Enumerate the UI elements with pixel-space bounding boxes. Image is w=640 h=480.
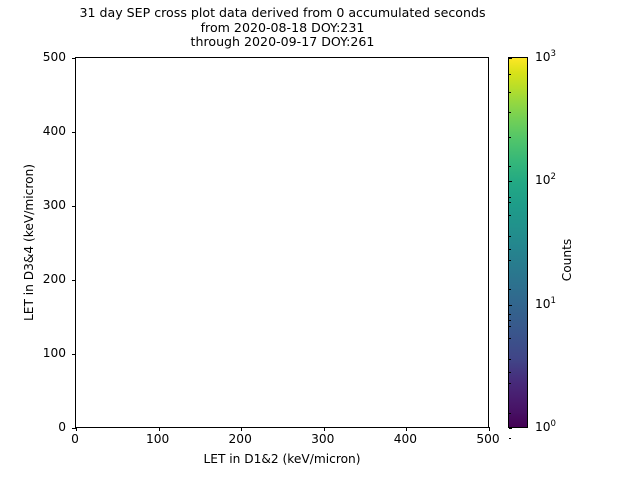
- y-tick-500: [72, 58, 76, 60]
- y-tick-300: [72, 206, 76, 208]
- colorbar-minortick-7: [508, 358, 511, 360]
- x-tick-0: [76, 427, 78, 431]
- y-ticklabel-300-text: 300: [42, 198, 66, 212]
- plot-title: 31 day SEP cross plot data derived from …: [75, 5, 490, 50]
- plot-title-line-1: 31 day SEP cross plot data derived from …: [79, 5, 486, 20]
- colorbar-ticklabel-1000-mantissa: 10: [535, 50, 551, 64]
- colorbar-ticklabel-100-exponent: 2: [550, 172, 556, 183]
- y-axis-label: LET in D3&4 (keV/micron): [22, 163, 36, 322]
- colorbar-ticklabel-10-exponent: 1: [550, 295, 556, 306]
- colorbar-ticklabel-1000: 103: [535, 50, 556, 64]
- colorbar-ticklabel-10: 101: [535, 295, 556, 311]
- colorbar-minortick-40: [508, 325, 511, 327]
- colorbar-minortick-6: [508, 383, 511, 385]
- x-ticklabel-500: 500: [476, 432, 500, 446]
- colorbar-gradient[interactable]: [508, 57, 528, 439]
- colorbar-ticklabel-100-mantissa: 10: [535, 173, 551, 188]
- y-ticklabel-500-text: 500: [42, 50, 66, 64]
- y-tick-400: [72, 132, 76, 134]
- colorbar-ticklabel-1000-exponent: 3: [550, 48, 556, 59]
- colorbar-minortick-300: [508, 248, 511, 250]
- x-tick-400: [406, 427, 408, 431]
- colorbar-minortick-900: [508, 73, 511, 75]
- colorbar-tick-100: [508, 181, 513, 183]
- colorbar-tick-1: [508, 427, 513, 429]
- y-tick-200: [72, 280, 76, 282]
- y-ticklabel-400-text: 400: [42, 124, 66, 138]
- y-ticklabel-0-text: 0: [58, 420, 66, 434]
- y-tick-0: [72, 428, 76, 430]
- colorbar-ticklabel-100: 102: [535, 173, 556, 187]
- x-axis-label: LET in D1&2 (keV/micron): [203, 452, 361, 466]
- colorbar-ticklabel-1-exponent: 0: [550, 418, 556, 429]
- colorbar-minortick-70: [508, 235, 511, 237]
- colorbar-ticklabel-1: 100: [535, 420, 556, 434]
- colorbar-minortick-400: [508, 202, 511, 204]
- colorbar-tick-10: [508, 304, 513, 306]
- colorbar-minortick-8: [508, 338, 511, 340]
- colorbar-minortick-90: [508, 197, 511, 199]
- colorbar-label: Counts: [560, 238, 574, 282]
- y-tick-100: [72, 354, 76, 356]
- colorbar-minortick-200: [508, 314, 511, 316]
- x-tick-300: [323, 427, 325, 431]
- x-tick-200: [241, 427, 243, 431]
- colorbar-minortick-5: [508, 412, 511, 414]
- x-ticklabel-300: 300: [311, 432, 335, 446]
- colorbar-minortick-700: [508, 112, 511, 114]
- colorbar-minortick-9: [508, 320, 511, 322]
- colorbar-minortick-800: [508, 91, 511, 93]
- colorbar-minortick-20: [508, 437, 511, 439]
- x-ticklabel-200: 200: [228, 432, 252, 446]
- colorbar-minortick-60: [508, 260, 511, 262]
- y-ticklabel-200-text: 200: [42, 272, 66, 286]
- plot-title-line-3: through 2020-09-17 DOY:261: [190, 34, 375, 50]
- colorbar-minortick-600: [508, 136, 511, 138]
- x-tick-100: [158, 427, 160, 431]
- colorbar-minortick-50: [508, 289, 511, 291]
- x-tick-500: [489, 427, 491, 431]
- x-ticklabel-100: 100: [145, 432, 170, 446]
- colorbar-minortick-500: [508, 166, 511, 168]
- plot-title-line-2: from 2020-08-18 DOY:231: [200, 19, 365, 35]
- colorbar-tick-1000: [508, 58, 513, 60]
- plot-area[interactable]: [72, 57, 491, 431]
- y-ticklabel-100-text: 100: [42, 346, 66, 360]
- colorbar-ticklabel-10-mantissa: 10: [535, 296, 551, 311]
- colorbar-minortick-80: [508, 214, 511, 216]
- x-ticklabel-0: 0: [71, 432, 79, 446]
- x-ticklabel-400: 400: [393, 432, 418, 446]
- colorbar-minortick-30: [508, 372, 511, 374]
- colorbar-ticklabel-1-mantissa: 10: [535, 419, 551, 434]
